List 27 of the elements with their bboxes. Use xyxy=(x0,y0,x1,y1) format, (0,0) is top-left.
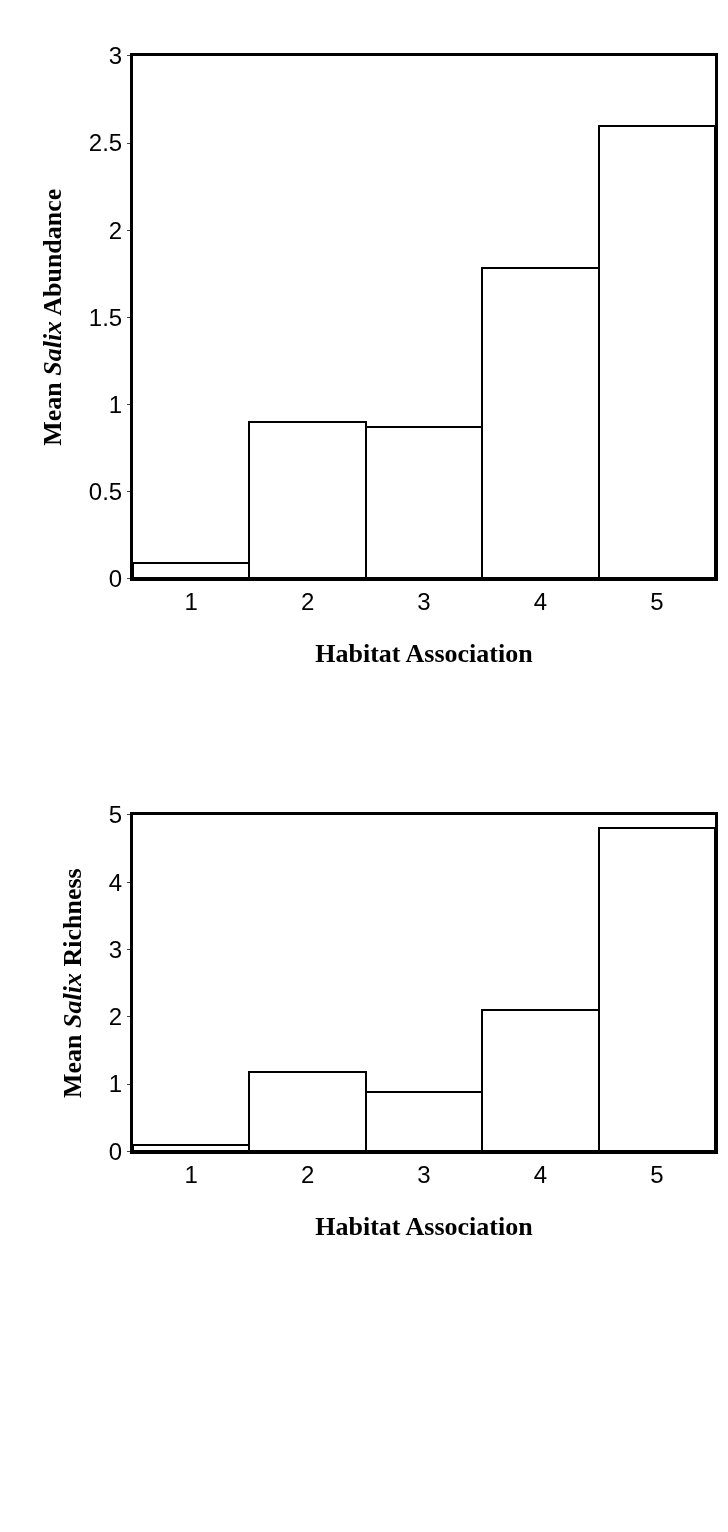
x-tick-label: 4 xyxy=(533,588,548,616)
y-axis-title: Mean Salix Richness xyxy=(58,868,88,1098)
x-tick-label: 2 xyxy=(300,588,315,616)
x-tick-label: 3 xyxy=(417,1161,431,1189)
y-tick-label: 1.5 xyxy=(88,303,123,331)
y-tick-label: 4 xyxy=(108,868,123,896)
x-tick-label: 1 xyxy=(184,588,198,616)
x-axis-title: Habitat Association xyxy=(315,1211,534,1241)
y-tick-label: 2 xyxy=(108,216,123,244)
y-tick-label: 2.5 xyxy=(88,129,123,157)
x-tick-label: 5 xyxy=(650,588,664,616)
y-tick-label: 1 xyxy=(108,1070,123,1098)
y-tick-label: 0.5 xyxy=(88,477,123,505)
y-tick-label: 2 xyxy=(108,1003,123,1031)
y-tick-label: 3 xyxy=(108,935,123,963)
x-axis-title: Habitat Association xyxy=(315,638,534,668)
x-tick-label: 5 xyxy=(650,1161,664,1189)
y-axis-title: Mean Salix Abundance xyxy=(38,188,68,446)
y-tick-label: 5 xyxy=(108,801,123,829)
x-tick-label: 2 xyxy=(300,1161,315,1189)
x-tick-label: 4 xyxy=(533,1161,548,1189)
y-tick-label: 0 xyxy=(108,1137,123,1165)
y-tick-label: 0 xyxy=(108,564,123,592)
y-tick-label: 1 xyxy=(108,390,123,418)
x-tick-label: 1 xyxy=(184,1161,198,1189)
y-tick-label: 3 xyxy=(108,42,123,70)
x-tick-label: 3 xyxy=(417,588,431,616)
